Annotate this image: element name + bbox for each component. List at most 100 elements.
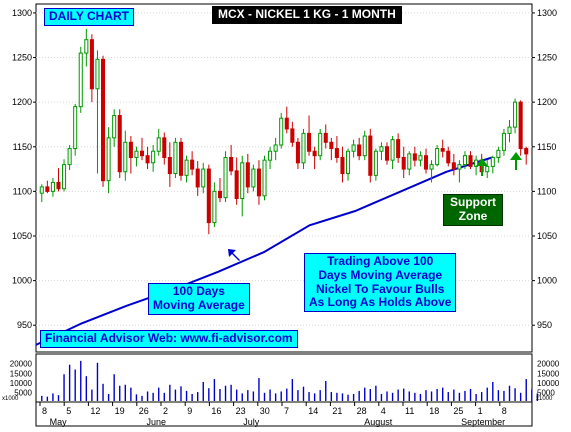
date-tick-label: 18	[429, 406, 439, 416]
candle-body	[384, 146, 390, 161]
note-line: Nickel To Favour Bulls	[315, 281, 445, 296]
date-tick-label: 16	[211, 406, 221, 416]
date-panel-border	[35, 401, 533, 427]
candle	[234, 157, 239, 205]
candle	[106, 127, 111, 194]
volume-unit-label: x1000	[536, 396, 553, 402]
date-tick-label: 8	[502, 406, 507, 416]
candle	[256, 160, 261, 205]
note-line: Days Moving Average	[318, 267, 443, 282]
candle-body	[412, 153, 417, 161]
candle-body	[346, 150, 351, 175]
candle	[435, 144, 440, 167]
candle-body	[407, 153, 412, 170]
date-tick-label: 8	[42, 406, 47, 416]
candle	[167, 142, 172, 187]
volume-tick-label: 15000	[537, 369, 560, 378]
candle-body	[206, 168, 211, 224]
date-tick-label: 5	[66, 406, 71, 416]
date-tick-label: 21	[332, 406, 342, 416]
date-tick-label: 19	[115, 406, 125, 416]
volume-tick-label: 5000	[14, 388, 32, 397]
candle-body	[229, 156, 234, 172]
date-tick-label: 2	[163, 406, 168, 416]
candle-body	[435, 148, 440, 166]
candle-body	[101, 58, 106, 182]
moving-average-line	[35, 156, 493, 346]
date-tick-label: 26	[139, 406, 149, 416]
candle	[518, 100, 523, 156]
candle	[468, 151, 473, 170]
candle	[368, 128, 373, 183]
candle-body	[106, 137, 111, 182]
candle	[245, 153, 250, 194]
candle-body	[323, 132, 328, 143]
candle-body	[184, 159, 189, 176]
month-label: July	[243, 417, 260, 427]
candle-body	[173, 141, 178, 175]
candle	[384, 142, 390, 165]
candle	[284, 106, 289, 134]
candle	[178, 137, 184, 181]
candle	[273, 137, 278, 161]
date-tick-label: 1	[478, 406, 483, 416]
candle-body	[485, 165, 490, 173]
candle-body	[112, 115, 117, 139]
candle-body	[301, 132, 306, 164]
candle-body	[39, 186, 44, 194]
candle-body	[490, 156, 495, 167]
volume-tick-label: 20000	[10, 360, 33, 369]
candle	[123, 130, 128, 181]
price-tick-label: 950	[537, 320, 552, 330]
candle	[451, 153, 456, 176]
candle	[195, 161, 200, 196]
candle	[323, 124, 328, 149]
website-banner[interactable]: Financial Advisor Web: www.fi-advisor.co…	[40, 330, 298, 348]
candle-body	[312, 150, 317, 157]
chart-frame	[35, 3, 533, 427]
candle-body	[429, 164, 434, 170]
candle	[462, 151, 467, 170]
candle-body	[73, 106, 78, 150]
analysis-note: Trading Above 100 Days Moving Average Ni…	[304, 253, 457, 313]
ma-label-line: 100 Days	[172, 284, 225, 298]
candle-body	[357, 144, 362, 157]
candle-body	[284, 117, 289, 130]
candle	[318, 128, 323, 161]
candle-body	[262, 159, 267, 197]
candle-body	[156, 137, 161, 152]
candle	[340, 146, 345, 183]
volume-bars	[41, 360, 539, 401]
candle	[396, 133, 401, 163]
price-tick-label: 1150	[537, 142, 556, 152]
volume-tick-label: 10000	[537, 379, 560, 388]
note-line: Trading Above 100	[327, 254, 434, 268]
candle	[507, 120, 512, 143]
candle-body	[351, 144, 356, 152]
candle	[329, 137, 334, 161]
month-label: May	[50, 417, 68, 427]
candle	[128, 136, 133, 174]
candle-body	[117, 115, 122, 173]
candle	[50, 178, 55, 197]
month-label: August	[364, 417, 393, 427]
candle	[229, 144, 234, 176]
price-tick-label: 1250	[537, 53, 557, 63]
candle-body	[440, 148, 445, 152]
candle-body	[368, 135, 373, 176]
candle-body	[89, 39, 94, 90]
candle-body	[423, 155, 429, 170]
candle	[173, 137, 178, 178]
moving-average-label: 100 Days Moving Average	[148, 283, 250, 315]
support-zone-label: Support Zone	[443, 194, 503, 226]
date-tick-label: 11	[405, 406, 414, 416]
candle-body	[95, 58, 100, 90]
date-tick-label: 4	[381, 406, 386, 416]
candle	[95, 50, 100, 174]
candle-body	[217, 190, 222, 199]
candle	[351, 139, 356, 158]
candle	[496, 146, 501, 163]
candle-body	[240, 162, 245, 200]
date-tick-label: 12	[90, 406, 100, 416]
